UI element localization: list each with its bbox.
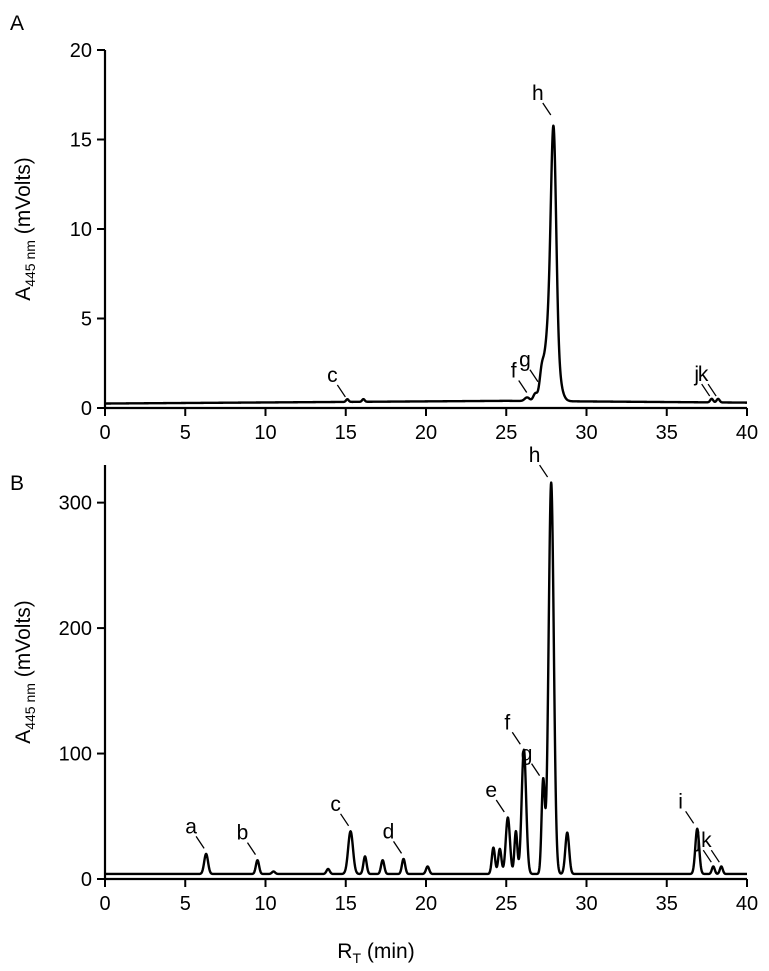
peak-label-k: k xyxy=(698,363,709,386)
x-tick-label: 15 xyxy=(335,893,357,915)
x-tick-label: 25 xyxy=(495,893,517,915)
x-axis-title-unit: (min) xyxy=(361,940,415,963)
y-axis-title: A445 nm (mVolts) xyxy=(12,157,38,301)
panel-label: A xyxy=(10,12,24,35)
x-tick-label: 25 xyxy=(495,422,517,444)
x-tick-label: 35 xyxy=(656,893,678,915)
x-tick-label: 10 xyxy=(254,422,276,444)
x-tick-label: 30 xyxy=(575,893,597,915)
peak-label-b: b xyxy=(237,822,249,845)
chromatogram-trace xyxy=(104,481,748,876)
peak-leader-line xyxy=(518,380,528,393)
y-tick-label: 200 xyxy=(59,618,92,640)
peak-leader-line xyxy=(195,836,205,849)
y-axis-title-main: A xyxy=(12,730,35,744)
x-tick-label: 15 xyxy=(335,422,357,444)
y-axis-title-unit: (mVolts) xyxy=(12,600,35,683)
x-tick-label: 5 xyxy=(180,893,191,915)
y-tick-label: 100 xyxy=(59,744,92,766)
peak-leader-line xyxy=(685,810,695,824)
peak-label-j: j xyxy=(695,829,701,852)
x-axis-title-main: R xyxy=(337,940,352,963)
peak-label-i: i xyxy=(678,790,683,813)
y-tick-label: 10 xyxy=(70,219,92,241)
peak-label-e: e xyxy=(485,779,497,802)
y-tick-label: 0 xyxy=(81,398,92,420)
x-tick-label: 35 xyxy=(656,422,678,444)
peak-leader-line xyxy=(246,842,257,856)
peak-leader-line xyxy=(392,841,403,854)
y-axis-title-main: A xyxy=(12,287,35,301)
peak-leader-line xyxy=(701,383,711,397)
x-tick-label: 20 xyxy=(415,893,437,915)
x-tick-label: 0 xyxy=(99,893,110,915)
peak-leader-line xyxy=(340,813,350,827)
peak-label-g: g xyxy=(519,349,531,372)
y-axis-title-subscript: 445 nm xyxy=(22,683,38,730)
chromatogram-trace xyxy=(104,124,748,405)
y-axis-title: A445 nm (mVolts) xyxy=(12,600,38,744)
peak-leader-line xyxy=(539,464,549,478)
peak-leader-line xyxy=(707,383,717,397)
x-axis-title-subscript: T xyxy=(352,950,361,966)
x-axis-title: RT (min) xyxy=(337,940,414,966)
x-tick-label: 30 xyxy=(575,422,597,444)
peak-label-h: h xyxy=(529,444,541,467)
peak-leader-line xyxy=(531,763,541,776)
x-tick-label: 40 xyxy=(736,422,758,444)
x-tick-label: 10 xyxy=(254,893,276,915)
y-tick-label: 0 xyxy=(81,869,92,891)
peak-label-f: f xyxy=(511,359,517,382)
y-tick-label: 5 xyxy=(81,309,92,331)
peak-leader-line xyxy=(702,849,712,863)
y-tick-label: 15 xyxy=(70,130,92,152)
x-tick-label: 40 xyxy=(736,893,758,915)
panel-b: B 0 100 200 300 0 5 10 15 20 25 30 35 40 A445 nm (mVol… xyxy=(10,444,758,966)
x-tick-label: 0 xyxy=(99,422,110,444)
peak-leader-line xyxy=(495,799,505,813)
peak-label-j: j xyxy=(693,363,699,386)
peak-label-c: c xyxy=(330,793,341,816)
y-tick-label: 300 xyxy=(59,493,92,515)
peak-label-g: g xyxy=(521,743,533,766)
peak-label-d: d xyxy=(383,820,395,843)
y-axis-title-subscript: 445 nm xyxy=(22,240,38,287)
y-axis-title-unit: (mVolts) xyxy=(12,157,35,240)
peak-label-f: f xyxy=(504,711,510,734)
x-tick-label: 5 xyxy=(180,422,191,444)
peak-label-k: k xyxy=(701,829,712,852)
y-tick-label: 20 xyxy=(70,40,92,62)
panel-label: B xyxy=(10,472,24,495)
peak-label-c: c xyxy=(327,364,338,387)
peak-label-h: h xyxy=(532,82,544,105)
peak-leader-line xyxy=(542,102,552,116)
x-tick-label: 20 xyxy=(415,422,437,444)
peak-leader-line xyxy=(336,384,346,398)
peak-leader-line xyxy=(710,849,720,863)
peak-label-a: a xyxy=(185,815,197,838)
peak-leader-line xyxy=(529,369,539,383)
peak-leader-line xyxy=(511,731,521,745)
